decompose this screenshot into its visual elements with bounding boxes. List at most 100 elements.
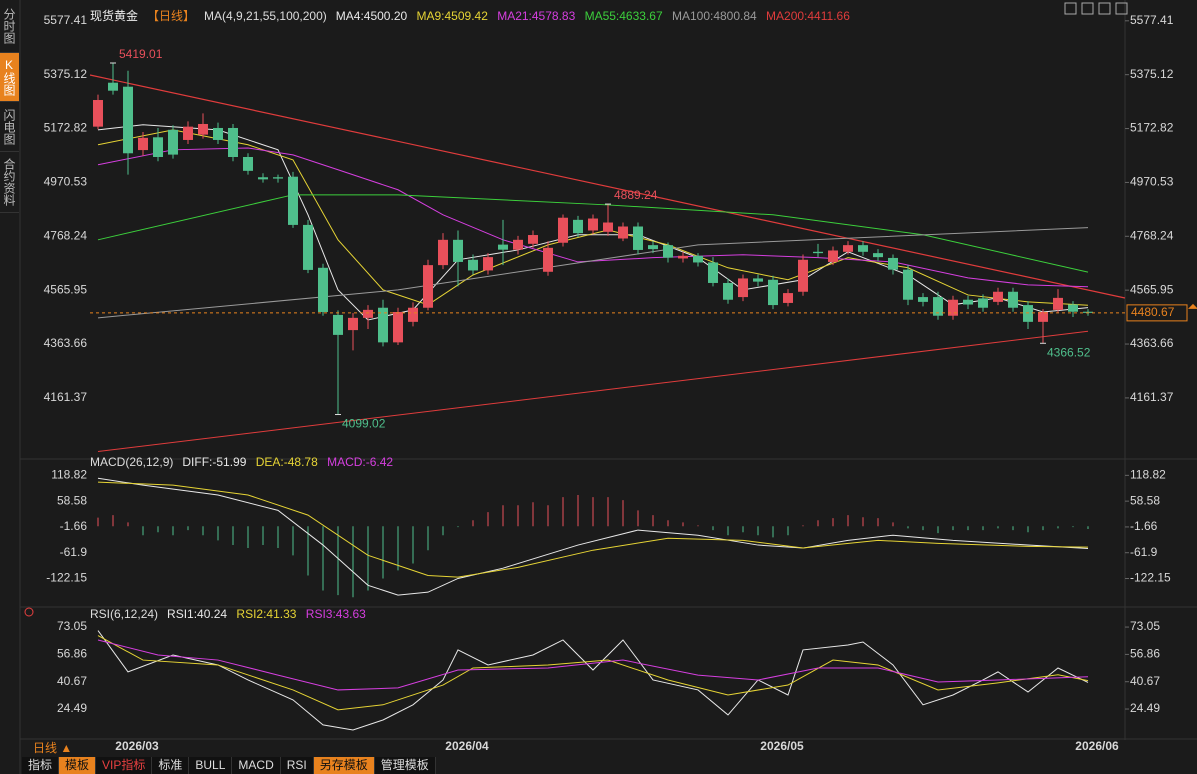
panel-title: RSI(6,12,24) (90, 607, 158, 621)
candle-body (1008, 291, 1018, 308)
last-price-label: 4480.67 (1131, 305, 1175, 319)
tab[interactable]: K线图 (0, 53, 19, 102)
y-tick-label: 4565.95 (44, 282, 88, 296)
y-tick-label: 5375.12 (1130, 67, 1174, 81)
candle-body (603, 222, 613, 232)
y-tick-label: 4970.53 (44, 175, 88, 189)
tool[interactable]: 模板 (59, 757, 97, 774)
candle-body (438, 239, 448, 266)
x-tick-label: 2026/04 (445, 739, 489, 753)
legend-entry: MA100:4800.84 (672, 9, 757, 23)
y-tick-label: 4768.24 (1130, 228, 1174, 242)
series-line (97, 129, 1089, 306)
candle-body (678, 255, 688, 259)
symbol: 现货黄金 (90, 8, 138, 23)
extreme-label: 4366.52 (1047, 345, 1091, 359)
legend-entry: MA200:4411.66 (766, 9, 850, 23)
y-tick-label: 4363.66 (1130, 336, 1174, 350)
tool[interactable]: 指标 (22, 757, 60, 774)
y-tick-label: 4565.95 (1130, 282, 1174, 296)
candle-body (528, 235, 538, 244)
tool[interactable]: 管理模板 (375, 757, 436, 774)
last-price-box (1126, 304, 1188, 322)
y-tick-label: 4161.37 (44, 390, 88, 404)
series-line (97, 481, 1089, 578)
tab[interactable]: 合约资料 (0, 152, 19, 213)
y-tick-label: 24.49 (57, 701, 87, 715)
candle-body (663, 245, 673, 258)
legend-entry: RSI1:40.24 (167, 607, 227, 621)
candle-body (963, 299, 973, 305)
y-tick-label: 73.05 (1130, 619, 1160, 633)
candle-body (228, 127, 238, 158)
y-tick-label: -122.15 (46, 571, 87, 585)
candle-body (123, 86, 133, 154)
legend-entry: DEA:-48.78 (256, 455, 318, 469)
candle-body (948, 299, 958, 316)
period: 【日线】 (147, 9, 195, 23)
y-tick-label: -1.66 (1130, 519, 1158, 533)
tab[interactable]: 闪电图 (0, 102, 19, 152)
tool[interactable]: VIP指标 (96, 757, 153, 774)
candle-body (288, 176, 298, 225)
y-tick-label: 73.05 (57, 619, 87, 633)
candle-body (423, 265, 433, 308)
candle-body (798, 259, 808, 292)
extreme-label: 4889.24 (614, 188, 658, 202)
candle-body (783, 293, 793, 303)
legend-entry: MA9:4509.42 (416, 9, 488, 23)
candle-body (213, 127, 223, 140)
icon[interactable] (24, 607, 34, 617)
toolbar: 指标 模板 VIP指标 标准 BULL MACD RSI 另存模板 管理模板 (22, 757, 436, 774)
y-tick-label: 58.58 (57, 493, 87, 507)
period-selector[interactable]: 日线 ▲ (33, 741, 72, 755)
candle-body (588, 218, 598, 231)
tool-icons[interactable] (1064, 2, 1128, 15)
tool[interactable]: 标准 (152, 757, 190, 774)
y-tick-label: 58.58 (1130, 493, 1160, 507)
tab[interactable]: 分时图 (0, 0, 19, 53)
candle-body (453, 239, 463, 262)
y-tick-label: 5375.12 (44, 67, 88, 81)
candle-body (1083, 311, 1093, 313)
legend-entry: MA21:4578.83 (497, 9, 575, 23)
tool[interactable]: BULL (189, 757, 233, 774)
candle-body (168, 129, 178, 155)
candle-body (198, 123, 208, 135)
y-tick-label: -122.15 (1130, 571, 1171, 585)
tool[interactable]: RSI (281, 757, 314, 774)
candle-body (348, 317, 358, 331)
candle-body (393, 311, 403, 343)
candle-body (1023, 305, 1033, 322)
y-tick-label: 5577.41 (1130, 13, 1174, 27)
candle-body (408, 307, 418, 322)
candle-body (993, 291, 1003, 302)
tool[interactable]: 另存模板 (313, 757, 375, 774)
y-tick-label: 118.82 (1130, 468, 1166, 482)
tool[interactable]: MACD (232, 757, 281, 774)
last-price-arrow (1188, 303, 1197, 309)
candle-body (498, 244, 508, 250)
y-tick-label: 40.67 (1130, 674, 1160, 688)
candle-body (513, 239, 523, 250)
candle-body (318, 267, 328, 312)
series-line (97, 477, 1089, 596)
y-tick-label: 40.67 (57, 674, 87, 688)
candle-body (183, 126, 193, 140)
series-line (97, 147, 1089, 288)
candle-body (648, 245, 658, 250)
candle-body (888, 257, 898, 270)
series-line (97, 635, 1089, 711)
candle-body (618, 226, 628, 239)
candle-body (828, 250, 838, 262)
candle-body (153, 137, 163, 158)
candle-body (843, 245, 853, 252)
candle-body (543, 247, 553, 272)
legend-title: MA(4,9,21,55,100,200) (204, 9, 327, 23)
series-line (97, 330, 1089, 453)
y-tick-label: 4768.24 (44, 228, 88, 242)
candle-body (708, 262, 718, 283)
y-tick-label: 4970.53 (1130, 175, 1174, 189)
